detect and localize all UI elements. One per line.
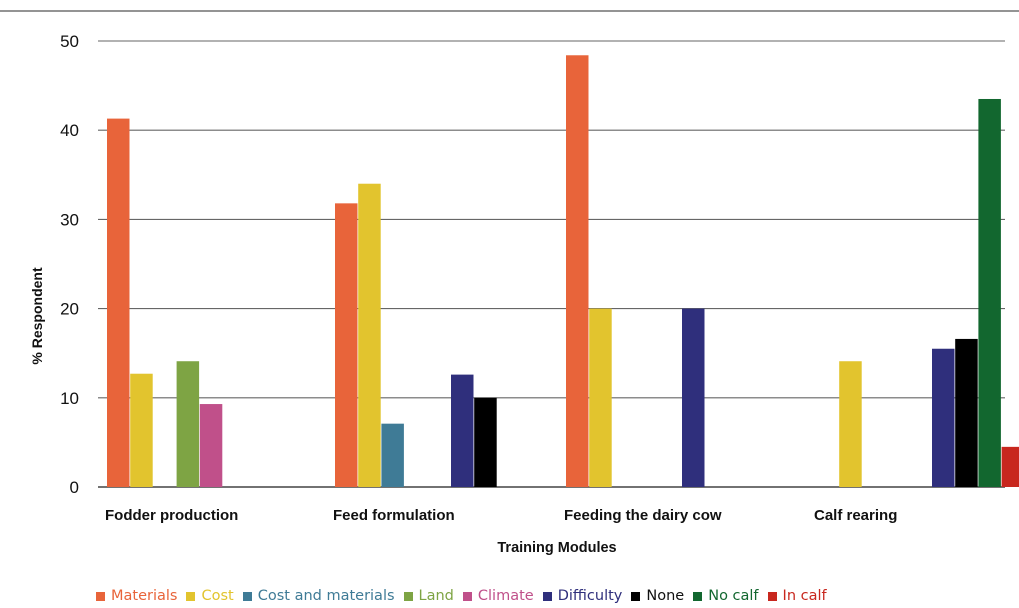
legend-swatch xyxy=(242,591,252,601)
legend-label: None xyxy=(646,588,685,604)
x-tick-label: Feeding the dairy cow xyxy=(564,507,722,524)
bar xyxy=(381,423,404,487)
y-tick-label: 20 xyxy=(60,300,79,319)
bar xyxy=(199,404,223,487)
legend-label: Cost xyxy=(201,588,234,604)
legend-item: In calf xyxy=(767,588,827,604)
legend-item: Climate xyxy=(462,588,534,604)
bar xyxy=(978,98,1001,487)
legend-label: Climate xyxy=(477,588,534,604)
y-tick-label: 50 xyxy=(60,32,79,51)
bar xyxy=(955,338,978,487)
legend-label: In calf xyxy=(782,588,827,604)
bar xyxy=(335,203,358,487)
x-axis-label: Training Modules xyxy=(497,540,616,556)
legend-swatch xyxy=(542,591,552,601)
y-axis-label: % Respondent xyxy=(29,267,45,365)
legend-swatch xyxy=(403,591,413,601)
bar xyxy=(932,348,955,487)
legend-item: None xyxy=(631,588,684,604)
legend-label: No calf xyxy=(708,588,759,604)
bar xyxy=(1001,446,1019,487)
bar xyxy=(682,308,705,487)
x-tick-label: Fodder production xyxy=(105,507,238,524)
x-axis-ticks: Fodder production Feed formulation Feeding… xyxy=(105,507,897,524)
x-tick-label: Feed formulation xyxy=(333,507,455,524)
legend-swatch xyxy=(767,591,777,601)
legend-item: Cost and materials xyxy=(242,588,395,604)
y-tick-label: 30 xyxy=(60,210,79,229)
legend-label: Cost and materials xyxy=(257,588,395,604)
legend-label: Difficulty xyxy=(557,588,623,604)
legend-swatch xyxy=(96,591,105,601)
legend-swatch xyxy=(462,591,472,601)
bar xyxy=(839,361,862,487)
legend-label: Materials xyxy=(111,588,178,604)
legend-item: Materials xyxy=(96,588,177,604)
bars xyxy=(107,55,1019,487)
bar xyxy=(358,183,381,487)
bar xyxy=(451,374,474,487)
legend-item: Cost xyxy=(186,588,234,604)
bar xyxy=(130,373,153,487)
y-tick-label: 40 xyxy=(60,121,79,140)
bar xyxy=(474,397,497,487)
legend: Materials Cost Cost and materials Land Clima… xyxy=(96,586,836,606)
y-tick-label: 0 xyxy=(70,478,79,497)
x-tick-label: Calf rearing xyxy=(814,507,897,524)
bar xyxy=(107,118,130,487)
legend-swatch xyxy=(186,591,196,601)
bar xyxy=(176,361,200,487)
legend-swatch xyxy=(631,591,641,601)
bar xyxy=(566,55,589,487)
legend-item: No calf xyxy=(693,588,759,604)
legend-item: Land xyxy=(403,588,454,604)
legend-item: Difficulty xyxy=(542,588,623,604)
bar xyxy=(589,308,612,487)
y-tick-label: 10 xyxy=(60,389,79,408)
gridlines xyxy=(98,40,1005,488)
y-axis-ticks: 0 10 20 30 40 50 xyxy=(60,32,79,497)
legend-label: Land xyxy=(418,588,454,604)
legend-swatch xyxy=(693,591,703,601)
